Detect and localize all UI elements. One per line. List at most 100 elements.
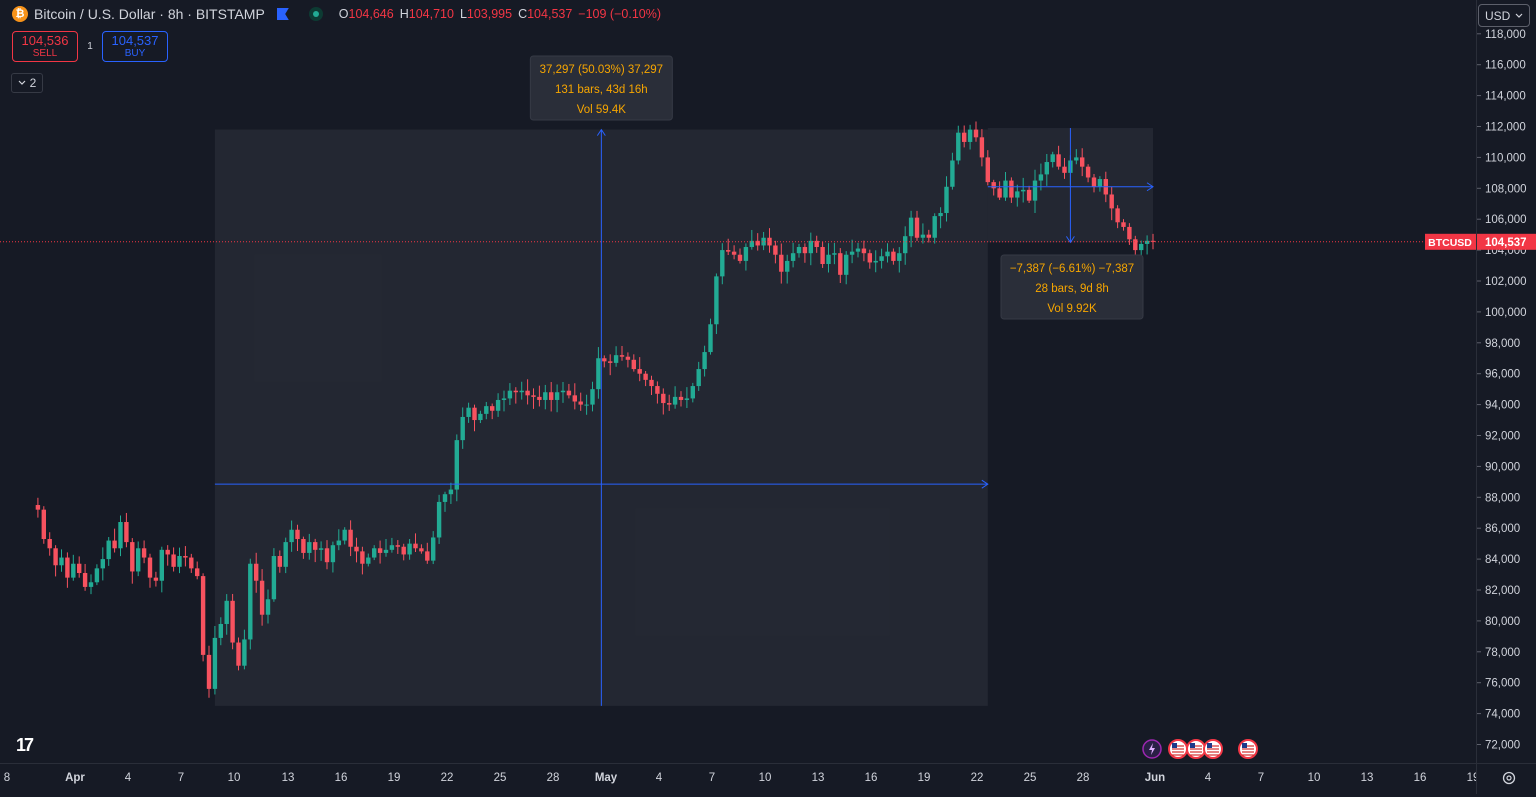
candle-up[interactable] bbox=[796, 243, 802, 258]
candle-down[interactable] bbox=[195, 561, 200, 580]
candle-down[interactable] bbox=[490, 403, 495, 420]
market-open-icon[interactable] bbox=[308, 7, 323, 21]
lightning-icon[interactable] bbox=[1142, 739, 1162, 759]
candlestick-chart[interactable]: 37,297 (50.03%) 37,297 131 bars, 43d 16h V… bbox=[0, 0, 1476, 763]
candle-down[interactable] bbox=[254, 552, 259, 593]
candle-up[interactable] bbox=[507, 383, 513, 405]
candle-up[interactable] bbox=[436, 494, 442, 544]
candle-up[interactable] bbox=[749, 229, 754, 250]
candle-up[interactable] bbox=[271, 548, 277, 602]
candle-up[interactable] bbox=[808, 232, 813, 266]
candle-down[interactable] bbox=[525, 379, 530, 405]
price-axis[interactable]: 72,000 74,000 76,000 78,000 80,000 82,000 84,0… bbox=[1476, 0, 1536, 763]
candle-down[interactable] bbox=[1009, 177, 1014, 203]
candle-up[interactable] bbox=[342, 527, 347, 545]
candle-down[interactable] bbox=[537, 385, 542, 407]
candle-up[interactable] bbox=[372, 545, 377, 561]
candle-down[interactable] bbox=[1121, 219, 1126, 231]
candle-down[interactable] bbox=[566, 383, 572, 399]
candle-up[interactable] bbox=[88, 574, 94, 595]
candle-up[interactable] bbox=[242, 629, 247, 670]
candle-down[interactable] bbox=[53, 545, 58, 577]
candle-up[interactable] bbox=[177, 547, 182, 574]
candle-down[interactable] bbox=[973, 121, 979, 142]
candle-up[interactable] bbox=[248, 558, 253, 650]
candle-down[interactable] bbox=[867, 249, 872, 269]
candle-down[interactable] bbox=[1080, 148, 1085, 177]
candle-up[interactable] bbox=[720, 243, 725, 285]
candle-up[interactable] bbox=[289, 520, 294, 552]
buy-button[interactable]: 104,537 BUY bbox=[102, 31, 168, 62]
candle-down[interactable] bbox=[165, 545, 170, 566]
candle-down[interactable] bbox=[838, 248, 843, 284]
candle-down[interactable] bbox=[820, 241, 825, 268]
candle-up[interactable] bbox=[1074, 149, 1079, 165]
candle-down[interactable] bbox=[991, 179, 996, 196]
candle-up[interactable] bbox=[903, 226, 908, 265]
candle-down[interactable] bbox=[153, 571, 159, 587]
candle-down[interactable] bbox=[513, 387, 518, 404]
candle-up[interactable] bbox=[560, 381, 566, 403]
candle-up[interactable] bbox=[1139, 240, 1144, 257]
flag-icon[interactable] bbox=[276, 8, 289, 20]
price-scale[interactable]: 72,000 74,000 76,000 78,000 80,000 82,000 84,0… bbox=[1477, 0, 1536, 763]
candle-up[interactable] bbox=[1044, 153, 1049, 186]
candle-up[interactable] bbox=[897, 247, 902, 273]
candle-down[interactable] bbox=[1062, 158, 1067, 179]
candle-up[interactable] bbox=[855, 242, 861, 258]
candle-up[interactable] bbox=[967, 124, 973, 150]
candle-up[interactable] bbox=[100, 547, 105, 581]
candle-up[interactable] bbox=[708, 318, 713, 355]
candle-up[interactable] bbox=[448, 482, 454, 504]
candle-down[interactable] bbox=[802, 243, 808, 263]
measure-up-info[interactable]: 37,297 (50.03%) 37,297 131 bars, 43d 16h V… bbox=[529, 55, 673, 121]
candle-up[interactable] bbox=[885, 243, 890, 263]
candle-up[interactable] bbox=[519, 381, 524, 400]
candle-up[interactable] bbox=[318, 541, 324, 561]
time-scale[interactable]: 8 Apr 4 7 10 13 16 19 22 25 28 May 4 7 10 13 16 19 22 25 28 J… bbox=[0, 764, 1480, 794]
candle-up[interactable] bbox=[118, 515, 123, 557]
candle-down[interactable] bbox=[979, 129, 985, 167]
candle-down[interactable] bbox=[348, 520, 353, 557]
candle-down[interactable] bbox=[313, 538, 318, 563]
candle-down[interactable] bbox=[395, 540, 400, 554]
candle-down[interactable] bbox=[230, 593, 235, 650]
candle-down[interactable] bbox=[141, 540, 147, 564]
candle-up[interactable] bbox=[484, 401, 489, 420]
candle-down[interactable] bbox=[425, 542, 430, 564]
candle-down[interactable] bbox=[35, 497, 41, 518]
candle-up[interactable] bbox=[265, 589, 271, 624]
candle-up[interactable] bbox=[1097, 176, 1103, 192]
candle-down[interactable] bbox=[1085, 164, 1091, 183]
candle-up[interactable] bbox=[696, 361, 701, 391]
chart-area[interactable]: 37,297 (50.03%) 37,297 131 bars, 43d 16h V… bbox=[0, 0, 1476, 763]
candle-down[interactable] bbox=[171, 547, 176, 572]
candle-down[interactable] bbox=[236, 637, 241, 671]
candle-down[interactable] bbox=[47, 532, 52, 556]
candle-up[interactable] bbox=[466, 402, 471, 423]
candle-up[interactable] bbox=[283, 537, 288, 574]
candle-down[interactable] bbox=[531, 388, 536, 409]
indicators-toggle-button[interactable]: 2 bbox=[11, 73, 43, 93]
candle-up[interactable] bbox=[543, 384, 548, 410]
candle-down[interactable] bbox=[1091, 173, 1097, 193]
candle-up[interactable] bbox=[501, 390, 507, 412]
candle-down[interactable] bbox=[997, 181, 1002, 200]
candle-down[interactable] bbox=[755, 233, 760, 251]
bitcoin-icon[interactable]: ₿ bbox=[12, 6, 28, 22]
candle-down[interactable] bbox=[814, 235, 819, 253]
candle-down[interactable] bbox=[277, 550, 282, 573]
candle-down[interactable] bbox=[324, 540, 330, 570]
candle-down[interactable] bbox=[549, 382, 554, 412]
candle-up[interactable] bbox=[1038, 163, 1044, 191]
candle-down[interactable] bbox=[678, 391, 684, 407]
candle-down[interactable] bbox=[726, 238, 731, 256]
candle-down[interactable] bbox=[572, 383, 577, 410]
us-flag-icon[interactable] bbox=[1203, 739, 1223, 759]
candle-down[interactable] bbox=[962, 125, 967, 148]
candle-down[interactable] bbox=[1127, 223, 1132, 245]
candle-up[interactable] bbox=[873, 250, 878, 273]
candle-down[interactable] bbox=[737, 248, 743, 264]
candle-up[interactable] bbox=[224, 594, 229, 635]
candle-up[interactable] bbox=[826, 243, 831, 273]
